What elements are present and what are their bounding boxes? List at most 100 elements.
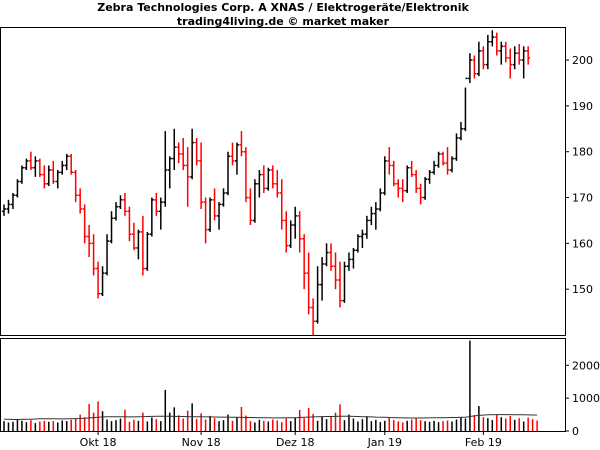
ohlc-bar [338, 261, 342, 308]
ohlc-bar [145, 231, 150, 271]
ohlc-bar [526, 46, 531, 65]
ohlc-bar [261, 165, 266, 193]
ohlc-bar [441, 151, 446, 166]
ohlc-bar [203, 197, 208, 244]
ohlc-bar [208, 197, 213, 232]
price-tick-label: 180 [572, 146, 593, 159]
ohlc-bar [176, 142, 181, 164]
ohlc-bar [445, 147, 450, 175]
ohlc-bar [324, 243, 329, 267]
ohlc-bar [476, 41, 481, 77]
volume-tick-label: 0 [572, 425, 579, 438]
ohlc-bar [346, 252, 351, 271]
ohlc-bar [118, 195, 123, 209]
ohlc-bar [333, 252, 338, 290]
price-panel: 150 160 170 180 190 200 [0, 27, 593, 336]
ohlc-bar [46, 165, 51, 187]
ohlc-bar [42, 165, 47, 189]
ohlc-bar [432, 160, 437, 175]
ohlc-bar [37, 158, 42, 177]
ohlc-bar [140, 215, 145, 276]
date-tick-label: Dez 18 [276, 436, 315, 449]
price-tick-label: 200 [572, 54, 593, 67]
ohlc-bar [6, 199, 11, 214]
ohlc-bar [69, 154, 74, 175]
ohlc-bar [10, 192, 15, 209]
ohlc-bar [503, 41, 508, 63]
ohlc-bar [257, 170, 262, 198]
date-tick-label: Jan 19 [367, 436, 402, 449]
ohlc-bar [51, 160, 56, 184]
ohlc-bar [517, 44, 522, 65]
ohlc-bar [315, 266, 320, 324]
ohlc-bar [293, 206, 298, 239]
ohlc-bar [19, 165, 24, 184]
ohlc-bar [279, 179, 284, 230]
ohlc-bar [136, 229, 141, 260]
ohlc-bar [109, 211, 114, 244]
date-tick-label: Nov 18 [182, 436, 221, 449]
price-tick-label: 190 [572, 100, 593, 113]
ohlc-bar [427, 170, 432, 184]
ohlc-bar [508, 48, 513, 79]
ohlc-bar [373, 202, 378, 230]
ohlc-bar [364, 215, 369, 239]
ohlc-bar [499, 41, 504, 65]
ohlc-bar [414, 170, 419, 193]
ohlc-bar [2, 204, 6, 216]
volume-panel: 0 1000 2000 [0, 338, 600, 438]
ohlc-bar [87, 225, 92, 258]
ohlc-bar [400, 179, 405, 203]
ohlc-bar [33, 156, 38, 177]
ohlc-bar [355, 234, 360, 253]
ohlc-bar [163, 131, 168, 207]
ohlc-bar [369, 206, 374, 226]
volume-axis: 0 1000 2000 [565, 359, 600, 438]
ohlc-bar [450, 156, 454, 173]
ohlc-bar [329, 243, 334, 271]
ohlc-bar [342, 261, 347, 303]
ohlc-bar [270, 165, 275, 189]
ohlc-bar [199, 142, 204, 209]
ohlc-bar [436, 151, 441, 168]
ohlc-bar [481, 46, 486, 70]
ohlc-bar [360, 229, 365, 248]
ohlc-bar [105, 234, 110, 276]
price-tick-label: 170 [572, 192, 593, 205]
ohlc-bar [458, 121, 463, 141]
ohlc-bar [396, 179, 401, 198]
ohlc-bar [405, 165, 410, 193]
date-tick-label: Okt 18 [80, 436, 117, 449]
ohlc-bar [239, 131, 244, 157]
ohlc-bar [15, 179, 20, 198]
ohlc-bar [243, 147, 248, 203]
ohlc-bar [454, 133, 459, 161]
ohlc-bar [252, 179, 257, 223]
ohlc-bar [266, 167, 271, 191]
ohlc-bar [423, 176, 428, 200]
volume-bars [3, 340, 538, 431]
ohlc-bar [158, 197, 163, 230]
ohlc-bar [306, 252, 311, 315]
ohlc-bar [60, 160, 65, 175]
ohlc-bar [284, 211, 289, 253]
ohlc-bar [114, 202, 118, 221]
ohlc-bar [391, 160, 396, 187]
ohlc-bar [73, 170, 78, 203]
volume-tick-label: 2000 [572, 359, 600, 372]
ohlc-bar [122, 192, 127, 216]
ohlc-bar [494, 32, 499, 56]
ohlc-bar [91, 234, 96, 276]
ohlc-bar [55, 170, 60, 189]
ohlc-bar [248, 188, 253, 226]
ohlc-bar [490, 30, 495, 47]
ohlc-bar [154, 192, 159, 216]
ohlc-bar [217, 202, 222, 230]
price-tick-label: 160 [572, 237, 593, 250]
ohlc-bar [387, 147, 392, 175]
price-panel-frame [0, 27, 566, 336]
date-tick-label: Feb 19 [465, 436, 502, 449]
ohlc-bar [382, 156, 387, 196]
ohlc-bar [275, 170, 280, 198]
ohlc-bar [127, 206, 132, 242]
